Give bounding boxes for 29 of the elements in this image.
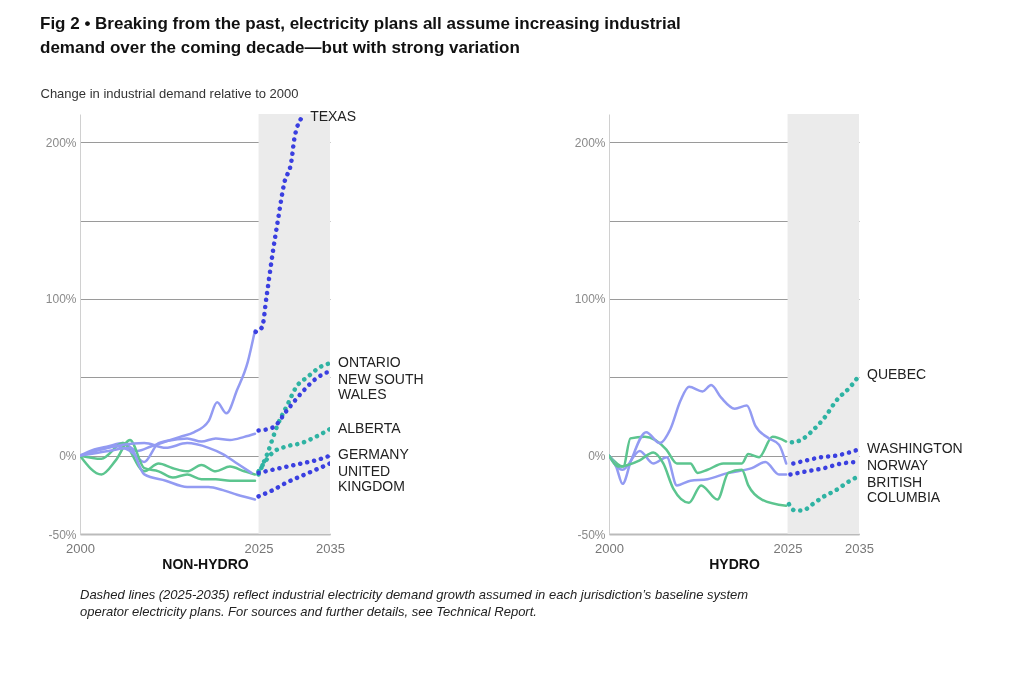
series-label: ALBERTA	[338, 419, 402, 436]
y-tick-label: 100%	[574, 292, 606, 307]
series-label: NORWAY	[867, 456, 929, 473]
x-tick-label: 2025	[773, 540, 803, 556]
x-tick-label: 2035	[316, 540, 345, 556]
chart-title: Fig 2 • Breaking from the past, electricity plans all assume increasing industrial demand over the coming decade—but with strong variation	[40, 14, 681, 57]
series-label: WASHINGTON	[867, 439, 963, 456]
x-axis-title: HYDRO	[709, 555, 760, 572]
series-label: GERMANY	[338, 446, 410, 463]
y-axis-title: Change in industrial demand relative to 2000	[40, 85, 299, 101]
x-tick-label: 2035	[845, 540, 874, 556]
y-tick-label: 0%	[588, 449, 606, 464]
series-label: BRITISH COLUMBIA	[867, 473, 941, 505]
series-label: TEXAS	[310, 107, 357, 124]
y-tick-label: 0%	[59, 449, 77, 464]
series-label: UNITED KINGDOM	[338, 463, 405, 495]
x-tick-label: 2025	[244, 540, 274, 556]
y-tick-label: -50%	[48, 527, 77, 542]
series-label: ONTARIO	[338, 353, 401, 370]
y-tick-label: 100%	[45, 292, 77, 307]
y-tick-label: 200%	[574, 135, 606, 150]
series-label: NEW SOUTH WALES	[338, 370, 424, 402]
x-axis-title: NON-HYDRO	[162, 555, 249, 572]
series-label: QUEBEC	[867, 366, 927, 383]
y-tick-label: -50%	[577, 527, 606, 542]
x-tick-label: 2000	[66, 540, 95, 556]
text: Dashed lines (2025-2035) reflect industrial electricity demand growth assumed in each jurisdiction’s baseline system operator electricity plans. For sources and further details, see Technical Report.	[80, 587, 749, 619]
y-tick-label: 200%	[45, 135, 77, 150]
x-tick-label: 2000	[595, 540, 624, 556]
